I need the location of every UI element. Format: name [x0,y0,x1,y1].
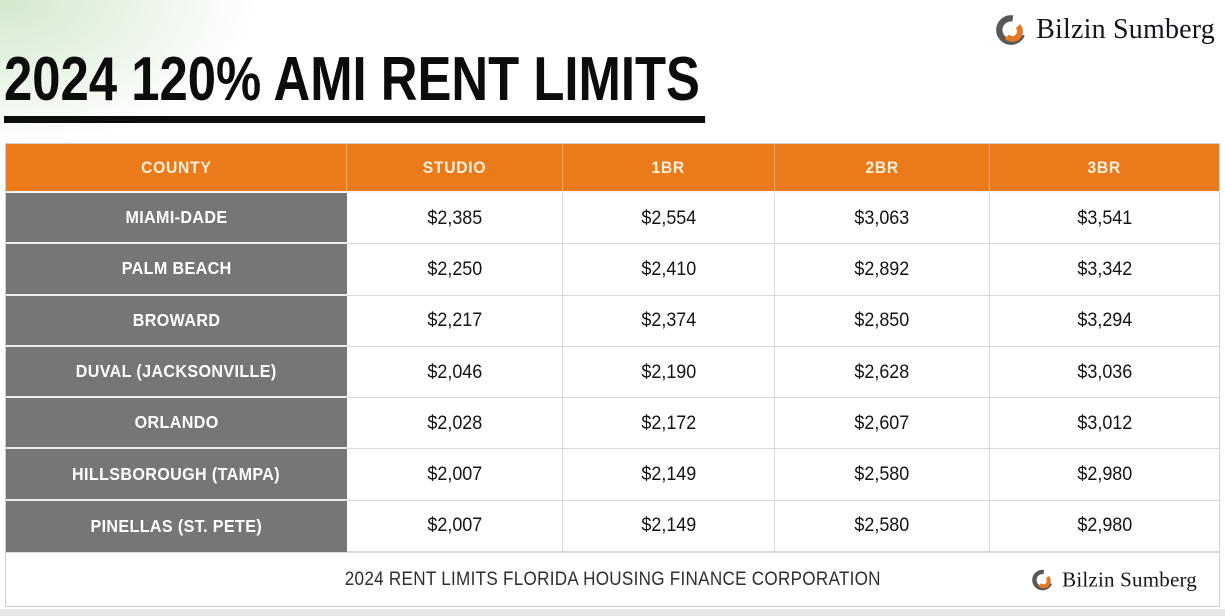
2br-rent-cell: $3,063 [775,193,990,245]
table-footer: 2024 RENT LIMITS FLORIDA HOUSING FINANCE… [6,552,1219,607]
rent-value: $2,149 [641,514,696,537]
1br-rent-cell: $2,374 [563,295,775,347]
rent-value: $2,850 [854,309,910,332]
rent-value: $2,580 [854,463,910,486]
2br-rent-cell: $2,850 [775,295,990,347]
county-label: MIAMI-DADE [125,207,228,228]
rent-value: $2,217 [427,309,482,332]
3br-rent-cell: $3,012 [990,398,1219,450]
table-row: PALM BEACH $2,250 $2,410 $2,892 $3,342 [6,244,1219,296]
rent-value: $2,046 [427,360,482,383]
county-cell: ORLANDO [6,398,347,450]
column-header-label: 3BR [1087,157,1122,177]
2br-rent-cell: $2,580 [775,449,990,501]
brand-logo-footer: Bilzin Sumberg [1030,567,1197,592]
county-cell: DUVAL (JACKSONVILLE) [6,346,347,399]
county-cell: PALM BEACH [6,244,347,296]
rent-value: $2,190 [641,360,696,383]
rent-value: $2,149 [641,463,696,486]
column-header-label: COUNTY [140,157,212,177]
swirl-icon [1032,569,1053,590]
rent-value: $3,012 [1077,411,1132,434]
table-row: PINELLAS (ST. PETE) $2,007 $2,149 $2,580… [6,500,1219,553]
1br-rent-cell: $2,149 [563,449,775,501]
2br-rent-cell: $2,628 [775,346,990,399]
studio-rent-cell: $2,007 [347,449,563,501]
2br-rent-cell: $2,607 [775,398,990,450]
column-header-2br: 2BR [775,144,990,191]
bottom-edge-strip [0,609,1225,616]
county-cell: MIAMI-DADE [6,193,347,245]
brand-name: Bilzin Sumberg [1062,567,1197,592]
studio-rent-cell: $2,007 [347,500,563,553]
column-header-studio: STUDIO [347,144,563,191]
studio-rent-cell: $2,046 [347,346,563,399]
rent-value: $3,036 [1077,360,1132,383]
rent-value: $2,007 [427,514,482,537]
rent-value: $2,374 [641,309,696,332]
1br-rent-cell: $2,554 [563,193,775,245]
rent-value: $2,172 [641,411,696,434]
county-cell: BROWARD [6,295,347,347]
brand-logo-top: Bilzin Sumberg [993,12,1215,48]
studio-rent-cell: $2,250 [347,244,563,296]
column-header-label: STUDIO [422,157,487,177]
rent-value: $3,063 [854,206,910,229]
2br-rent-cell: $2,580 [775,500,990,553]
rent-limits-table: COUNTY STUDIO 1BR 2BR 3BR MIAMI-DADE $2,… [5,143,1220,608]
rent-value: $2,385 [427,206,482,229]
rent-value: $2,628 [854,360,910,383]
rent-value: $2,007 [427,463,482,486]
3br-rent-cell: $2,980 [990,500,1219,553]
1br-rent-cell: $2,410 [563,244,775,296]
3br-rent-cell: $2,980 [990,449,1219,501]
source-caption: 2024 RENT LIMITS FLORIDA HOUSING FINANCE… [344,568,881,590]
column-header-county: COUNTY [6,144,347,191]
rent-value: $2,028 [427,411,482,434]
brand-name: Bilzin Sumberg [1036,14,1215,45]
rent-value: $2,580 [854,514,910,537]
county-label: PINELLAS (ST. PETE) [90,515,263,536]
county-cell: HILLSBOROUGH (TAMPA) [6,449,347,501]
studio-rent-cell: $2,385 [347,193,563,245]
rent-value: $3,541 [1077,206,1132,229]
table-header-row: COUNTY STUDIO 1BR 2BR 3BR [6,144,1219,193]
county-label: PALM BEACH [121,258,232,279]
studio-rent-cell: $2,028 [347,398,563,450]
table-row: MIAMI-DADE $2,385 $2,554 $3,063 $3,541 [6,193,1219,245]
column-header-1br: 1BR [563,144,775,191]
rent-value: $2,250 [427,257,482,280]
table-row: BROWARD $2,217 $2,374 $2,850 $3,294 [6,295,1219,347]
page-title: 2024 120% AMI RENT LIMITS [4,48,705,124]
3br-rent-cell: $3,294 [990,295,1219,347]
3br-rent-cell: $3,036 [990,346,1219,399]
rent-value: $2,980 [1077,514,1132,537]
rent-value: $2,554 [641,206,696,229]
county-label: DUVAL (JACKSONVILLE) [76,361,277,382]
rent-value: $3,342 [1077,257,1132,280]
rent-value: $2,607 [854,411,910,434]
table-row: DUVAL (JACKSONVILLE) $2,046 $2,190 $2,62… [6,346,1219,399]
county-label: HILLSBOROUGH (TAMPA) [72,463,281,484]
county-label: ORLANDO [134,412,219,433]
table-row: ORLANDO $2,028 $2,172 $2,607 $3,012 [6,398,1219,450]
swirl-icon [996,15,1027,45]
rent-value: $2,980 [1077,463,1132,486]
table-row: HILLSBOROUGH (TAMPA) $2,007 $2,149 $2,58… [6,449,1219,501]
3br-rent-cell: $3,541 [990,193,1219,245]
rent-value: $2,410 [641,257,696,280]
1br-rent-cell: $2,172 [563,398,775,450]
column-header-label: 2BR [865,157,899,177]
rent-value: $3,294 [1077,309,1132,332]
3br-rent-cell: $3,342 [990,244,1219,296]
1br-rent-cell: $2,190 [563,346,775,399]
2br-rent-cell: $2,892 [775,244,990,296]
county-label: BROWARD [132,309,221,330]
county-cell: PINELLAS (ST. PETE) [6,500,347,553]
studio-rent-cell: $2,217 [347,295,563,347]
rent-value: $2,892 [854,257,910,280]
column-header-label: 1BR [651,157,686,177]
column-header-3br: 3BR [990,144,1219,191]
1br-rent-cell: $2,149 [563,500,775,553]
